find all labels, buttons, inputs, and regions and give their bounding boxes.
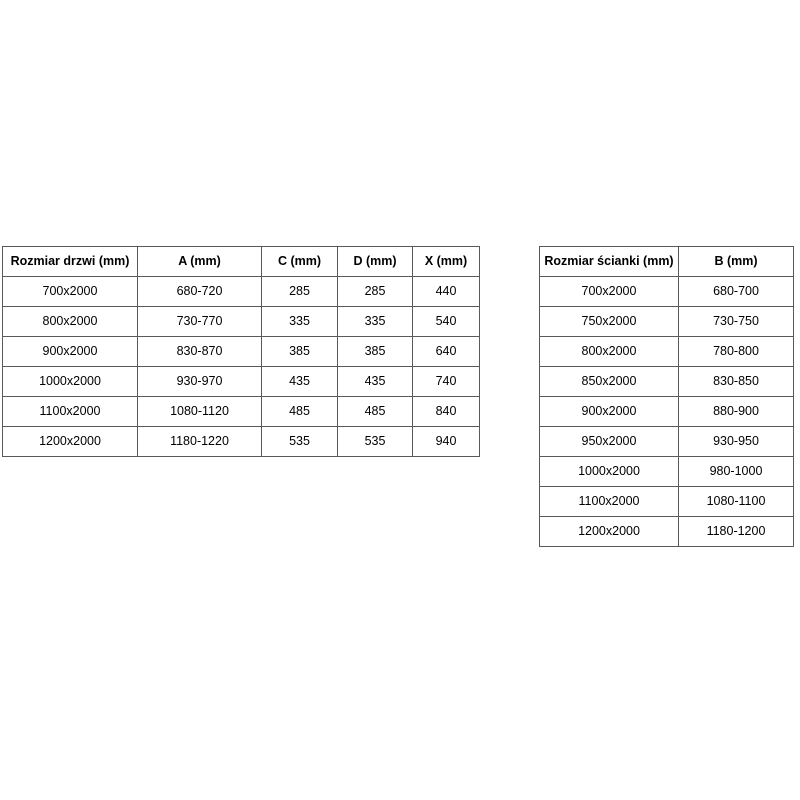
table-cell: 900x2000 xyxy=(539,396,679,427)
header-row: Rozmiar drzwi (mm) A (mm) C (mm) D (mm) X (m… xyxy=(2,246,480,277)
header-cell: Rozmiar drzwi (mm) xyxy=(2,246,138,277)
table-cell: 730-770 xyxy=(137,306,262,337)
header-row: Rozmiar ścianki (mm) B (mm) xyxy=(539,246,794,277)
table-cell: 680-700 xyxy=(678,276,794,307)
table-cell: 1080-1120 xyxy=(137,396,262,427)
table-row: 700x2000 680-720 285 285 440 xyxy=(2,276,480,307)
header-cell: C (mm) xyxy=(261,246,338,277)
table-cell: 800x2000 xyxy=(2,306,138,337)
table-cell: 700x2000 xyxy=(539,276,679,307)
table-cell: 1200x2000 xyxy=(539,516,679,547)
table-row: 800x2000 780-800 xyxy=(539,336,794,367)
table-cell: 1180-1220 xyxy=(137,426,262,457)
table-cell: 485 xyxy=(261,396,338,427)
table-cell: 940 xyxy=(412,426,480,457)
table-row: 900x2000 880-900 xyxy=(539,396,794,427)
table-cell: 840 xyxy=(412,396,480,427)
table-row: 700x2000 680-700 xyxy=(539,276,794,307)
door-sizes-table: Rozmiar drzwi (mm) A (mm) C (mm) D (mm) X (m… xyxy=(2,246,480,457)
table-cell: 285 xyxy=(261,276,338,307)
table-row: 1000x2000 930-970 435 435 740 xyxy=(2,366,480,397)
table-row: 750x2000 730-750 xyxy=(539,306,794,337)
table-cell: 930-970 xyxy=(137,366,262,397)
header-cell: B (mm) xyxy=(678,246,794,277)
table-cell: 335 xyxy=(261,306,338,337)
header-cell: A (mm) xyxy=(137,246,262,277)
table-row: 900x2000 830-870 385 385 640 xyxy=(2,336,480,367)
table-cell: 435 xyxy=(261,366,338,397)
table-cell: 830-870 xyxy=(137,336,262,367)
header-cell: X (mm) xyxy=(412,246,480,277)
table-cell: 980-1000 xyxy=(678,456,794,487)
table-cell: 1000x2000 xyxy=(539,456,679,487)
table-cell: 700x2000 xyxy=(2,276,138,307)
table-cell: 1200x2000 xyxy=(2,426,138,457)
table-cell: 900x2000 xyxy=(2,336,138,367)
table-cell: 535 xyxy=(337,426,413,457)
table-cell: 1100x2000 xyxy=(2,396,138,427)
table-row: 850x2000 830-850 xyxy=(539,366,794,397)
table-cell: 880-900 xyxy=(678,396,794,427)
table-cell: 435 xyxy=(337,366,413,397)
table-cell: 285 xyxy=(337,276,413,307)
table-cell: 1180-1200 xyxy=(678,516,794,547)
table-cell: 540 xyxy=(412,306,480,337)
table-cell: 1080-1100 xyxy=(678,486,794,517)
table-row: 950x2000 930-950 xyxy=(539,426,794,457)
table-cell: 485 xyxy=(337,396,413,427)
table-row: 1000x2000 980-1000 xyxy=(539,456,794,487)
table-cell: 535 xyxy=(261,426,338,457)
table-cell: 1100x2000 xyxy=(539,486,679,517)
table-cell: 740 xyxy=(412,366,480,397)
table-cell: 640 xyxy=(412,336,480,367)
table-cell: 930-950 xyxy=(678,426,794,457)
table-cell: 680-720 xyxy=(137,276,262,307)
table-cell: 385 xyxy=(337,336,413,367)
table-cell: 440 xyxy=(412,276,480,307)
header-cell: D (mm) xyxy=(337,246,413,277)
table-cell: 750x2000 xyxy=(539,306,679,337)
table-row: 1100x2000 1080-1100 xyxy=(539,486,794,517)
table-cell: 950x2000 xyxy=(539,426,679,457)
wall-sizes-table: Rozmiar ścianki (mm) B (mm) 700x2000 680-70… xyxy=(539,246,794,547)
table-cell: 730-750 xyxy=(678,306,794,337)
table-cell: 780-800 xyxy=(678,336,794,367)
table-row: 800x2000 730-770 335 335 540 xyxy=(2,306,480,337)
table-row: 1200x2000 1180-1220 535 535 940 xyxy=(2,426,480,457)
table-row: 1100x2000 1080-1120 485 485 840 xyxy=(2,396,480,427)
table-cell: 335 xyxy=(337,306,413,337)
table-row: 1200x2000 1180-1200 xyxy=(539,516,794,547)
table-cell: 850x2000 xyxy=(539,366,679,397)
header-cell: Rozmiar ścianki (mm) xyxy=(539,246,679,277)
table-cell: 385 xyxy=(261,336,338,367)
table-cell: 800x2000 xyxy=(539,336,679,367)
table-cell: 1000x2000 xyxy=(2,366,138,397)
table-cell: 830-850 xyxy=(678,366,794,397)
